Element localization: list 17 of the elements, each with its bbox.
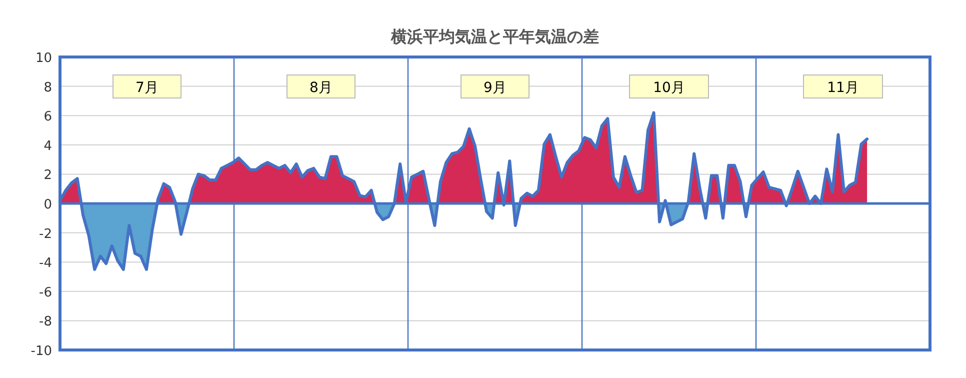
y-tick-label: 8 <box>44 80 52 96</box>
y-tick-label: 10 <box>35 51 52 66</box>
annotation: 11月 <box>827 80 859 96</box>
y-tick-label: 6 <box>44 110 52 125</box>
annotation: 10月 <box>653 80 685 96</box>
y-tick-label: -6 <box>39 285 52 300</box>
y-tick-label: -4 <box>39 256 52 272</box>
y-tick-label: -8 <box>39 314 52 330</box>
annotation: 9月 <box>484 80 506 96</box>
y-tick-label: 2 <box>44 168 52 184</box>
y-tick-label: 4 <box>44 138 52 154</box>
chart-title: 横浜平均気温と平年気温の差 <box>390 27 599 46</box>
annotation: 8月 <box>310 80 332 96</box>
y-tick-label: -2 <box>39 226 52 242</box>
annotation: 7月 <box>136 80 158 96</box>
y-tick-label: -10 <box>30 344 52 359</box>
y-tick-label: 0 <box>44 198 52 212</box>
